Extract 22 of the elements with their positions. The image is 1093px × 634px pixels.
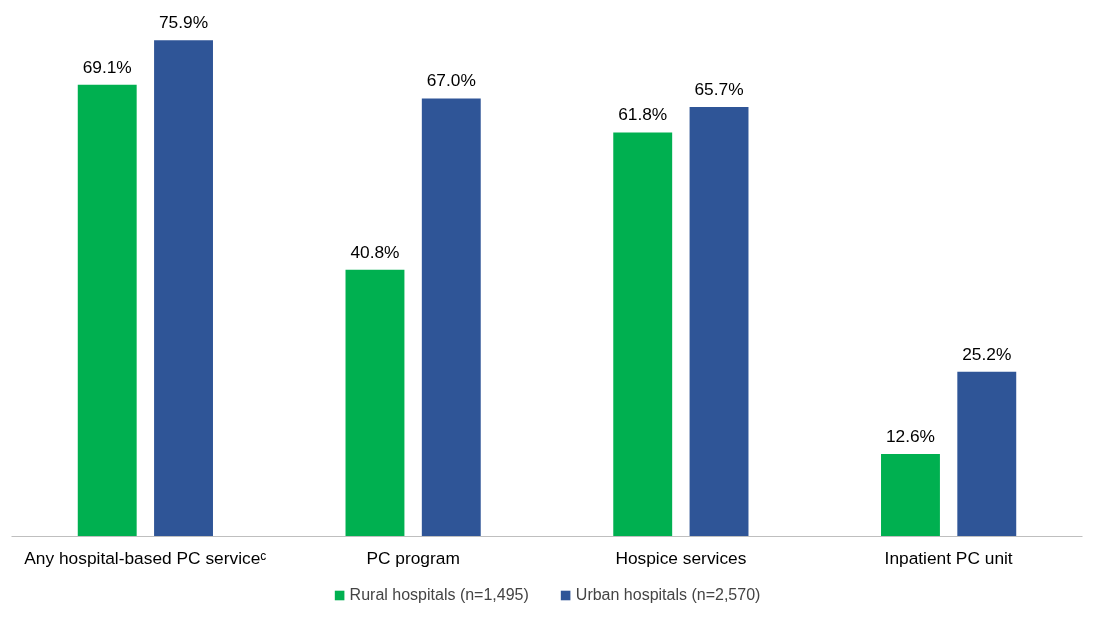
bar	[689, 106, 749, 537]
bar	[613, 132, 673, 537]
data-label: 69.1%	[82, 56, 132, 77]
x-tick-label: Any hospital-based PC serviceᶜ	[24, 547, 267, 568]
data-label: 61.8%	[618, 104, 668, 125]
data-label: 40.8%	[350, 241, 400, 262]
data-label: 65.7%	[694, 78, 744, 99]
bar	[421, 98, 481, 537]
data-label: 75.9%	[158, 12, 209, 33]
bar	[154, 40, 213, 537]
legend-label: Urban hospitals (n=2,570)	[575, 586, 761, 604]
bar	[881, 454, 940, 537]
data-label: 25.2%	[962, 343, 1012, 364]
x-tick-label: PC program	[366, 547, 460, 568]
data-label: 67.0%	[426, 70, 476, 91]
bar	[345, 269, 405, 537]
bar	[957, 371, 1017, 537]
x-tick-label: Hospice services	[615, 547, 747, 568]
bar	[77, 84, 137, 537]
legend-label: Rural hospitals (n=1,495)	[349, 586, 529, 604]
data-label: 12.6%	[885, 426, 936, 447]
x-tick-label: Inpatient PC unit	[884, 547, 1013, 568]
